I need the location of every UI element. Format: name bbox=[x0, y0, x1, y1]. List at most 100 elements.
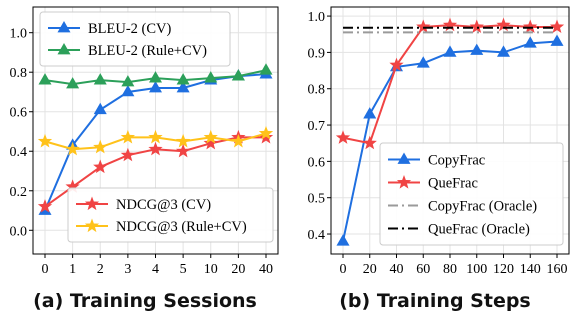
legend-label-ndcg-3-rule-cv: NDCG@3 (Rule+CV) bbox=[116, 219, 247, 235]
data-point-quefrac bbox=[389, 57, 404, 72]
data-point-bleu-2-cv bbox=[93, 102, 107, 115]
series-copyfrac bbox=[336, 34, 564, 246]
y-tick-label: 0.7 bbox=[308, 119, 326, 134]
x-tick-label: 4 bbox=[152, 262, 159, 277]
legend-marker-bleu-2-rule-cv bbox=[57, 43, 71, 55]
x-tick-label: 40 bbox=[390, 262, 404, 277]
data-point-bleu-2-rule-cv bbox=[38, 73, 52, 85]
data-point-ndcg-3-rule-cv bbox=[65, 141, 80, 156]
y-tick-label: 0.6 bbox=[10, 106, 28, 121]
data-point-ndcg-3-rule-cv bbox=[37, 133, 53, 148]
data-point-quefrac bbox=[523, 19, 538, 34]
series-quefrac bbox=[335, 17, 565, 150]
data-point-ndcg-3-rule-cv bbox=[120, 129, 136, 144]
x-tick-label: 140 bbox=[520, 262, 541, 277]
plot-frame bbox=[32, 6, 279, 255]
panel-b-training-steps: 0.4 0.5 0.6 0.7 0.8 0.9 1.0 0 20 40 60 80 100 120 140 1… bbox=[308, 6, 570, 277]
data-point-quefrac bbox=[335, 130, 351, 144]
y-tick-label: 1.0 bbox=[308, 10, 326, 25]
x-tick-label: 120 bbox=[493, 262, 514, 277]
data-point-copyfrac bbox=[336, 234, 350, 246]
data-point-bleu-2-cv bbox=[121, 84, 135, 97]
data-point-ndcg-3-cv bbox=[148, 141, 163, 156]
legend-marker-bleu-2-cv bbox=[57, 21, 71, 33]
y-tick-label: 0.6 bbox=[308, 155, 326, 170]
panel-a-training-sessions: 0.0 0.2 0.4 0.6 0.8 1.0 0 1 2 3 4 5 10 20 40 BLEU-2 (CV… bbox=[10, 6, 279, 277]
data-point-ndcg-3-rule-cv bbox=[231, 133, 246, 148]
y-tick-label: 0.9 bbox=[308, 46, 326, 61]
legend: NDCG@3 (CV) NDCG@3 (Rule+CV) bbox=[67, 187, 274, 243]
x-tick-label: 3 bbox=[124, 262, 131, 277]
data-point-quefrac bbox=[549, 19, 565, 34]
data-point-ndcg-3-rule-cv bbox=[258, 125, 274, 140]
data-point-quefrac bbox=[362, 135, 377, 150]
x-tick-label: 40 bbox=[259, 262, 273, 277]
legend: CopyFrac QueFrac CopyFrac (Oracle) QueFrac … bbox=[379, 142, 564, 246]
legend-box bbox=[379, 142, 564, 246]
x-tick-label: 160 bbox=[547, 262, 568, 277]
data-point-ndcg-3-cv bbox=[120, 147, 136, 162]
data-point-bleu-2-rule-cv bbox=[176, 73, 190, 85]
data-point-ndcg-3-cv bbox=[175, 143, 191, 158]
data-point-ndcg-3-rule-cv bbox=[93, 139, 108, 154]
data-point-ndcg-3-rule-cv bbox=[148, 129, 163, 144]
data-point-copyfrac bbox=[416, 56, 430, 68]
x-tick-label: 20 bbox=[363, 262, 377, 277]
data-point-ndcg-3-cv bbox=[258, 129, 274, 144]
data-point-bleu-2-cv bbox=[176, 81, 190, 93]
y-tick-label: 0.4 bbox=[308, 228, 326, 243]
data-point-ndcg-3-rule-cv bbox=[175, 133, 191, 148]
data-point-copyfrac bbox=[443, 45, 457, 57]
data-point-quefrac bbox=[496, 17, 511, 32]
y-tick-label: 0.0 bbox=[10, 224, 28, 239]
data-point-copyfrac bbox=[496, 45, 511, 57]
series-ndcg-3-rule-cv bbox=[37, 125, 274, 156]
x-tick-label: 0 bbox=[340, 262, 347, 277]
legend-label-copyfrac: CopyFrac bbox=[428, 153, 485, 169]
legend: BLEU-2 (CV) BLEU-2 (Rule+CV) bbox=[39, 11, 231, 67]
legend-label-bleu-2-rule-cv: BLEU-2 (Rule+CV) bbox=[88, 43, 207, 59]
data-point-bleu-2-rule-cv bbox=[121, 75, 135, 87]
x-tick-label: 20 bbox=[231, 262, 245, 277]
data-point-copyfrac bbox=[470, 43, 484, 55]
x-tick-label: 0 bbox=[42, 262, 49, 277]
legend-box bbox=[39, 11, 231, 67]
data-point-ndcg-3-cv bbox=[37, 199, 53, 213]
x-tick-label: 5 bbox=[180, 262, 187, 277]
data-point-ndcg-3-cv bbox=[65, 179, 80, 193]
data-point-bleu-2-cv bbox=[148, 81, 163, 93]
data-point-bleu-2-rule-cv bbox=[231, 69, 245, 81]
y-tick-label: 1.0 bbox=[10, 27, 28, 42]
legend-marker-ndcg-3-cv bbox=[84, 196, 100, 211]
legend-label-quefrac-oracle: QueFrac (Oracle) bbox=[428, 222, 530, 238]
legend-label-bleu-2-cv: BLEU-2 (CV) bbox=[88, 21, 172, 37]
caption-training-sessions: (a) Training Sessions bbox=[33, 290, 257, 312]
legend-marker-copyfrac bbox=[397, 152, 411, 164]
y-tick-label: 0.8 bbox=[308, 83, 326, 98]
y-tick-label: 0.5 bbox=[308, 192, 326, 207]
legend-marker-ndcg-3-rule-cv bbox=[84, 218, 100, 233]
data-point-bleu-2-rule-cv bbox=[259, 63, 273, 75]
y-tick-label: 0.2 bbox=[10, 185, 28, 200]
data-point-quefrac bbox=[416, 19, 431, 34]
data-point-copyfrac bbox=[363, 107, 377, 119]
x-tick-label: 100 bbox=[466, 262, 487, 277]
legend-marker-quefrac bbox=[396, 175, 412, 189]
y-tick-label: 0.8 bbox=[10, 66, 28, 81]
data-point-bleu-2-rule-cv bbox=[148, 71, 163, 83]
x-tick-label: 80 bbox=[443, 262, 457, 277]
legend-label-quefrac: QueFrac bbox=[428, 176, 478, 192]
caption-training-steps: (b) Training Steps bbox=[339, 290, 531, 312]
data-point-quefrac bbox=[469, 19, 484, 34]
data-point-quefrac bbox=[442, 17, 458, 32]
legend-label-copyfrac-oracle: CopyFrac (Oracle) bbox=[428, 199, 537, 215]
series-bleu-2-rule-cv bbox=[38, 63, 273, 89]
plot-frame bbox=[330, 6, 570, 255]
x-tick-label: 60 bbox=[416, 262, 430, 277]
data-point-copyfrac bbox=[523, 36, 537, 48]
data-point-copyfrac bbox=[550, 34, 564, 46]
x-tick-label: 1 bbox=[69, 262, 76, 277]
data-point-ndcg-3-rule-cv bbox=[203, 129, 218, 144]
data-point-ndcg-3-cv bbox=[93, 159, 108, 174]
